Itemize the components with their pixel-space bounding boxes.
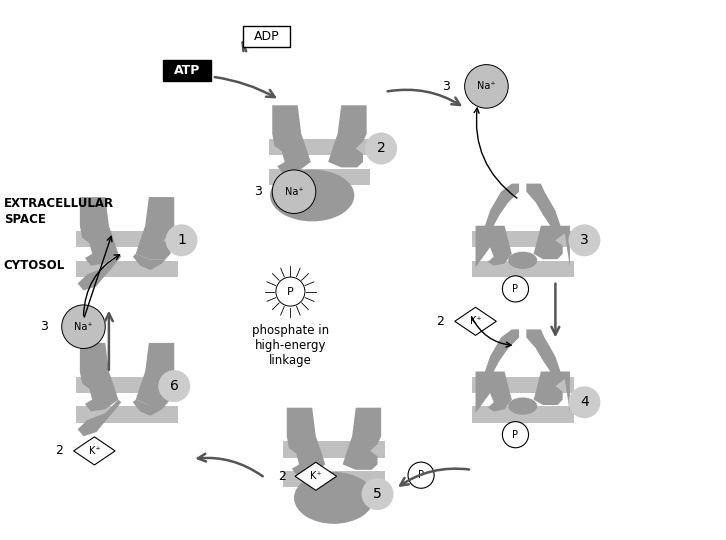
Polygon shape [80,343,118,411]
Bar [283,441,385,457]
Circle shape [502,422,529,448]
Circle shape [365,132,397,165]
Text: 2: 2 [278,470,285,483]
Bar [76,377,178,393]
Circle shape [166,224,197,256]
Text: K⁺: K⁺ [470,316,481,326]
Text: K⁺: K⁺ [310,471,322,481]
Text: P: P [513,430,518,440]
Text: ATP: ATP [174,64,200,77]
Text: Na⁺: Na⁺ [477,82,496,91]
Polygon shape [287,408,325,476]
Polygon shape [328,105,367,167]
Circle shape [272,170,316,213]
Circle shape [502,276,529,302]
Polygon shape [272,105,311,174]
FancyBboxPatch shape [163,60,211,81]
Circle shape [276,277,305,306]
Polygon shape [476,329,519,413]
Polygon shape [136,343,174,405]
Bar [76,231,178,247]
Circle shape [62,305,105,348]
Text: 2: 2 [377,141,386,156]
Ellipse shape [294,472,374,524]
Bar [472,231,574,247]
Bar [283,471,385,487]
Circle shape [408,462,434,488]
Text: 3: 3 [254,185,261,198]
Text: 6: 6 [170,379,179,393]
Polygon shape [78,254,121,291]
Circle shape [362,478,393,510]
Text: 1: 1 [177,233,186,247]
Text: 5: 5 [373,487,382,501]
Bar [76,261,178,276]
Text: ADP: ADP [254,30,280,43]
Text: phosphate in
high-energy
linkage: phosphate in high-energy linkage [252,324,329,367]
Polygon shape [476,184,519,267]
Circle shape [568,224,600,256]
Ellipse shape [270,170,354,221]
Text: P: P [513,284,518,294]
Polygon shape [73,437,115,465]
Text: K⁺: K⁺ [89,446,100,456]
Text: Na⁺: Na⁺ [74,322,93,332]
Polygon shape [295,462,337,490]
Circle shape [465,65,508,108]
Polygon shape [343,408,381,470]
Bar [269,168,370,185]
Bar [472,261,574,276]
Text: 2: 2 [56,444,63,457]
Text: 4: 4 [580,395,589,409]
Polygon shape [454,307,497,335]
Polygon shape [526,329,570,413]
Ellipse shape [508,252,537,269]
Polygon shape [526,184,570,267]
Text: CYTOSOL: CYTOSOL [4,259,65,272]
Text: P: P [418,470,424,480]
Text: 3: 3 [40,320,47,333]
Ellipse shape [508,397,537,415]
Text: 3: 3 [580,233,589,247]
Text: Na⁺: Na⁺ [285,187,303,197]
Text: P: P [287,287,294,296]
Polygon shape [133,400,171,416]
Text: 2: 2 [436,315,444,328]
FancyBboxPatch shape [243,26,290,47]
Bar [472,406,574,422]
Circle shape [568,386,600,418]
Polygon shape [133,254,171,270]
Polygon shape [78,400,121,436]
Bar [269,139,370,156]
Text: 3: 3 [443,80,450,93]
Bar [472,377,574,393]
Circle shape [158,370,190,402]
Polygon shape [80,197,118,266]
Polygon shape [136,197,174,259]
Text: EXTRACELLULAR
SPACE: EXTRACELLULAR SPACE [4,197,114,226]
Bar [76,406,178,422]
